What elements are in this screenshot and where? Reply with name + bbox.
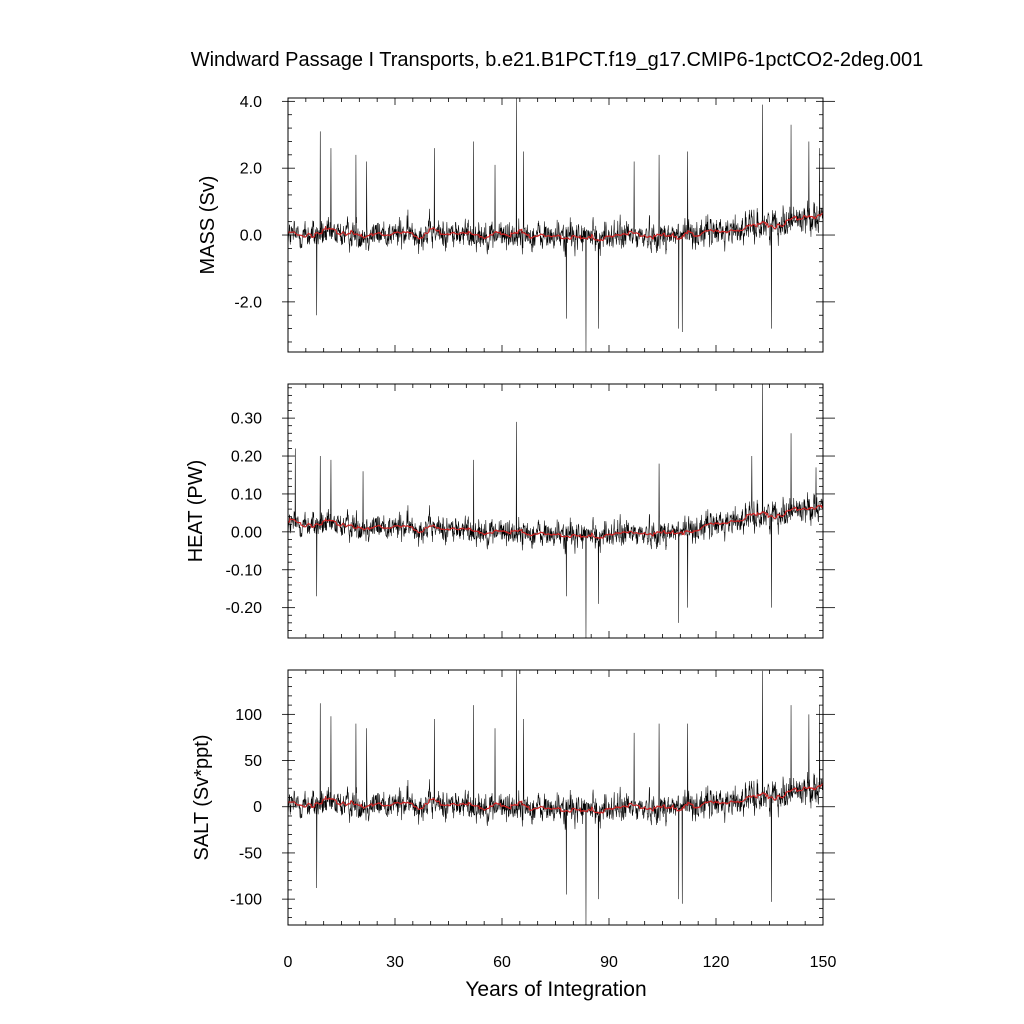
x-tick-label: 90: [600, 954, 618, 971]
x-axis-label: Years of Integration: [465, 978, 646, 1001]
mass-y-axis-label: MASS (Sv): [197, 176, 219, 275]
mass-monthly-series-line: [288, 98, 823, 352]
salt-smoothed-series-line: [288, 783, 823, 815]
mass-smoothed-series-line: [288, 212, 823, 242]
heat-y-tick-label: 0.30: [231, 411, 262, 428]
x-tick-label: 60: [493, 954, 511, 971]
figure-title: Windward Passage I Transports, b.e21.B1P…: [191, 49, 924, 71]
salt-y-axis-label: SALT (Sv*ppt): [191, 735, 213, 861]
heat-y-axis-label: HEAT (PW): [185, 460, 207, 563]
x-tick-label: 150: [810, 954, 837, 971]
salt-monthly-series-line: [288, 670, 823, 925]
salt-y-tick-label: -50: [239, 845, 262, 862]
x-tick-label: 120: [703, 954, 730, 971]
salt-y-tick-label: 100: [235, 707, 262, 724]
heat-y-tick-label: 0.20: [231, 449, 262, 466]
mass-y-tick-label: -2.0: [234, 294, 262, 311]
salt-y-tick-label: -100: [230, 892, 262, 909]
heat-panel: -0.20 -0.10 0.00 0.10 0.20 0.30 HEAT (PW): [185, 383, 835, 639]
heat-y-tick-label: -0.10: [226, 562, 263, 579]
heat-y-tick-label: 0.10: [231, 486, 262, 503]
heat-monthly-series-line: [288, 384, 823, 638]
heat-y-tick-label: -0.20: [226, 600, 263, 617]
heat-smoothed-series-line: [288, 504, 823, 540]
salt-panel: -100 -50 0 50 100 SALT (Sv*ppt) 0 30 60 90 120 150: [191, 669, 837, 971]
salt-y-tick-label: 0: [253, 799, 262, 816]
heat-y-tick-label: 0.00: [231, 524, 262, 541]
x-tick-label: 0: [284, 954, 293, 971]
mass-y-tick-label: 2.0: [240, 161, 262, 178]
mass-panel: -2.0 0.0 2.0 4.0 MASS (Sv): [197, 94, 835, 353]
mass-y-tick-label: 4.0: [240, 94, 262, 111]
mass-y-tick-label: 0.0: [240, 228, 262, 245]
salt-y-tick-label: 50: [244, 753, 262, 770]
x-tick-label: 30: [386, 954, 404, 971]
